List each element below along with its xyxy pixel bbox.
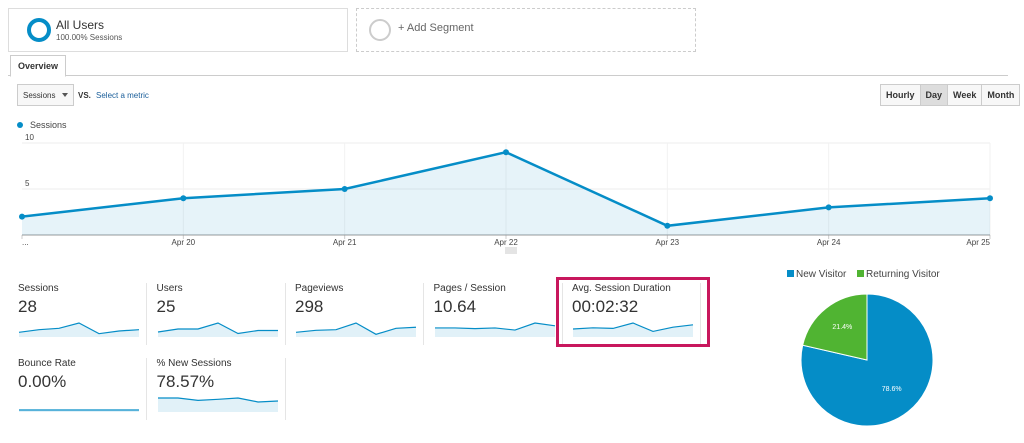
metric-cell: Pages / Session 10.64 <box>434 283 563 345</box>
sparkline-area <box>157 398 278 412</box>
data-point <box>180 195 187 202</box>
sparkline <box>572 322 694 337</box>
tab-overview[interactable]: Overview <box>10 55 67 77</box>
data-point <box>664 222 671 229</box>
metric-label: Sessions <box>18 283 59 294</box>
data-point <box>341 186 348 192</box>
metric-cell: Sessions 28 <box>18 283 147 345</box>
period-button[interactable]: Month <box>981 84 1021 106</box>
pie-slice <box>802 293 868 361</box>
y-tick-label: 10 <box>25 133 34 142</box>
sparkline-line <box>157 322 278 335</box>
scroll-handle <box>505 247 517 254</box>
metric-cell: % New Sessions 78.57% <box>157 358 286 420</box>
sparkline <box>434 322 555 337</box>
metric-label: Bounce Rate <box>18 358 76 369</box>
sparkline <box>157 322 278 337</box>
sparkline-area <box>19 323 139 337</box>
metric-value: 28 <box>18 297 37 316</box>
pie-slice <box>800 293 934 427</box>
data-point <box>503 149 509 156</box>
period-button[interactable]: Day <box>919 84 949 106</box>
legend-swatch <box>787 270 794 277</box>
sparkline-area <box>434 323 555 337</box>
metric-label: Users <box>156 283 183 294</box>
metric-cell: Bounce Rate 0.00% <box>18 358 147 420</box>
x-tick-label: Apr 24 <box>817 238 841 247</box>
x-tick-label: ... <box>22 238 29 247</box>
slice-label: 78.6% <box>882 386 902 393</box>
metric-value: 298 <box>295 297 324 316</box>
series-area <box>22 152 990 235</box>
metric-value: 78.57% <box>156 372 215 391</box>
metric-cell: Users 25 <box>157 283 286 345</box>
sparkline-area <box>573 323 693 337</box>
sparkline-line <box>434 322 555 331</box>
x-tick-label: Apr 20 <box>172 238 196 247</box>
metric-label: Pageviews <box>295 283 344 294</box>
segment-all-users[interactable]: All Users 100.00% Sessions <box>8 8 348 52</box>
data-point <box>987 195 993 202</box>
sparkline <box>19 409 139 412</box>
metric-value: 25 <box>156 297 176 316</box>
legend-label: New Visitor <box>796 269 847 280</box>
metric-cell: Avg. Session Duration 00:02:32 <box>572 283 701 345</box>
slice-label: 21.4% <box>832 324 852 331</box>
data-point <box>825 204 832 211</box>
sparkline-area <box>296 323 416 337</box>
metric-cell: Pageviews 298 <box>295 283 424 345</box>
sparkline-line <box>572 322 694 333</box>
dropdown-label: Sessions <box>23 91 56 100</box>
sparkline-line <box>18 322 140 335</box>
metric-label: Avg. Session Duration <box>572 283 671 294</box>
period-button[interactable]: Hourly <box>880 84 921 106</box>
y-tick-label: 5 <box>25 179 30 188</box>
metric-label: % New Sessions <box>156 358 232 369</box>
segment-icon <box>27 18 51 42</box>
sparkline-line <box>295 322 417 335</box>
metric-dropdown[interactable]: Sessions <box>17 84 74 106</box>
dropdown-arrow <box>62 93 68 100</box>
vs-label: VS. <box>78 91 91 100</box>
period-buttons: Hourly Day Week Month <box>880 84 1021 106</box>
tab-rule <box>8 75 1008 76</box>
x-tick-label: Apr 25 <box>966 238 990 247</box>
x-tick-label: Apr 21 <box>333 238 357 247</box>
period-button[interactable]: Week <box>947 84 983 106</box>
sparkline-line <box>157 397 278 403</box>
legend-label: Returning Visitor <box>866 269 940 280</box>
metric-label: Pages / Session <box>433 283 506 294</box>
legend-swatch <box>857 270 864 277</box>
pie-chart: New Visitor Returning Visitor 78.6% 21.4% <box>787 269 940 427</box>
x-tick-label: Apr 23 <box>656 238 680 247</box>
segment-title: All Users <box>56 18 105 32</box>
data-point <box>19 213 25 220</box>
line-chart: Sessions 5 10... Apr 20 Apr 21 Apr 22 Apr 23 Ap… <box>17 120 993 254</box>
add-segment[interactable]: + Add Segment <box>356 8 696 52</box>
add-segment-label: + Add Segment <box>398 22 474 34</box>
metric-value: 00:02:32 <box>572 297 639 316</box>
metric-value: 10.64 <box>433 297 477 316</box>
sparkline-area <box>157 323 278 337</box>
x-tick-label: Apr 22 <box>494 238 518 247</box>
legend-label: Sessions <box>30 120 67 130</box>
highlight-box <box>556 277 710 347</box>
segment-subtitle: 100.00% Sessions <box>56 33 123 42</box>
sparkline <box>157 397 278 412</box>
legend-marker <box>17 122 23 128</box>
select-metric[interactable]: Select a metric <box>96 91 149 100</box>
segment-icon <box>369 19 391 41</box>
sparkline <box>18 322 140 337</box>
metric-value: 0.00% <box>18 372 67 391</box>
sparkline <box>295 322 417 337</box>
